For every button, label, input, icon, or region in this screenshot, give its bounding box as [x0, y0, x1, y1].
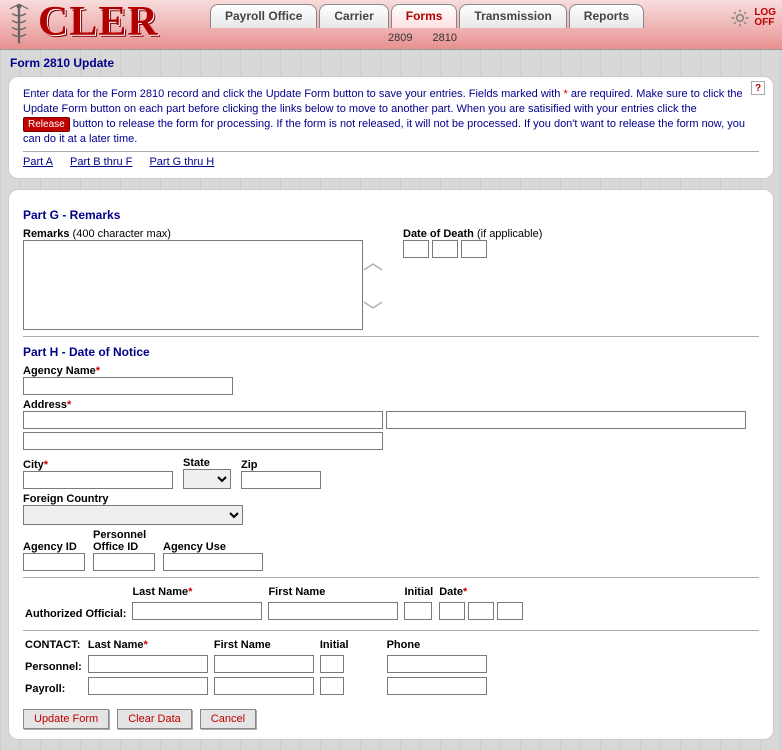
caduceus-icon [4, 2, 34, 48]
dod-hint: (if applicable) [477, 228, 542, 240]
agency-id-input[interactable] [23, 553, 85, 571]
city-label: City [23, 459, 44, 471]
state-select[interactable] [183, 469, 231, 489]
payroll-initial-input[interactable] [320, 677, 344, 695]
dod-inputs [403, 240, 542, 258]
agency-name-label: Agency Name [23, 365, 96, 377]
ao-lastname-label: Last Name [132, 586, 188, 598]
city-input[interactable] [23, 471, 173, 489]
foreign-country-label: Foreign Country [23, 493, 759, 505]
contact-firstname-label: First Name [214, 639, 318, 653]
form-panel: Part G - Remarks Remarks (400 character … [8, 189, 774, 740]
remarks-label: Remarks (400 character max) [23, 228, 383, 240]
contact-lastname-label: Last Name [88, 639, 144, 651]
agency-use-input[interactable] [163, 553, 263, 571]
remarks-hint: (400 character max) [73, 228, 171, 240]
contact-label: CONTACT: [25, 639, 86, 653]
address-line3[interactable] [23, 432, 383, 450]
authorized-official-label: Authorized Official: [25, 602, 130, 622]
header-bar: CLER Payroll Office Carrier Forms Transm… [0, 0, 782, 50]
part-links: Part A Part B thru F Part G thru H [23, 151, 759, 168]
separator-3 [23, 630, 759, 631]
subtab-2809[interactable]: 2809 [388, 32, 412, 44]
dod-dd[interactable] [432, 240, 458, 258]
ao-initial-input[interactable] [404, 602, 432, 620]
personnel-office-id-label: Personnel Office ID [93, 529, 155, 553]
contact-table: CONTACT: Last Name* First Name Initial P… [23, 637, 493, 699]
page-title: Form 2810 Update [0, 50, 782, 72]
contact-initial-label: Initial [320, 639, 353, 653]
payroll-firstname-input[interactable] [214, 677, 314, 695]
instr-pre: Enter data for the Form 2810 record and … [23, 88, 563, 100]
ao-date-dd[interactable] [468, 602, 494, 620]
payroll-row-label: Payroll: [25, 677, 86, 697]
ao-initial-label: Initial [404, 586, 437, 600]
personnel-lastname-input[interactable] [88, 655, 208, 673]
instructions-panel: ? Enter data for the Form 2810 record an… [8, 76, 774, 179]
link-part-a[interactable]: Part A [23, 156, 53, 168]
agency-id-label: Agency ID [23, 541, 85, 553]
instr-post: button to release the form for processin… [23, 118, 745, 146]
authorized-official-row: Last Name* First Name Initial Date* Auth… [23, 584, 529, 624]
personnel-initial-input[interactable] [320, 655, 344, 673]
ao-date-yy[interactable] [497, 602, 523, 620]
personnel-row-label: Personnel: [25, 655, 86, 675]
personnel-office-id-input[interactable] [93, 553, 155, 571]
remarks-scroll: ︿ ﹀ [363, 240, 383, 330]
contact-phone-label: Phone [387, 639, 491, 653]
personnel-phone-input[interactable] [387, 655, 487, 673]
foreign-country-select[interactable] [23, 505, 243, 525]
ao-firstname-label: First Name [268, 586, 402, 600]
agency-use-label: Agency Use [163, 541, 263, 553]
ao-firstname-input[interactable] [268, 602, 398, 620]
tab-payroll-office[interactable]: Payroll Office [210, 4, 317, 28]
dod-label-text: Date of Death [403, 228, 477, 240]
scroll-down-icon[interactable]: ﹀ [363, 295, 383, 324]
payroll-lastname-input[interactable] [88, 677, 208, 695]
zip-label: Zip [241, 459, 321, 471]
remarks-textarea[interactable] [23, 240, 363, 330]
clear-data-button[interactable]: Clear Data [117, 709, 192, 729]
tab-transmission[interactable]: Transmission [459, 4, 566, 28]
separator-2 [23, 577, 759, 578]
scroll-up-icon[interactable]: ︿ [363, 246, 383, 275]
help-icon[interactable]: ? [751, 81, 765, 95]
dod-label: Date of Death (if applicable) [403, 228, 542, 240]
tab-carrier[interactable]: Carrier [319, 4, 388, 28]
release-inline-button[interactable]: Release [23, 117, 70, 133]
zip-input[interactable] [241, 471, 321, 489]
ao-date-label: Date [439, 586, 463, 598]
ao-lastname-input[interactable] [132, 602, 262, 620]
link-part-b-f[interactable]: Part B thru F [70, 156, 132, 168]
remarks-label-text: Remarks [23, 228, 73, 240]
update-form-button[interactable]: Update Form [23, 709, 109, 729]
link-part-g-h[interactable]: Part G thru H [149, 156, 214, 168]
ao-date-mm[interactable] [439, 602, 465, 620]
dod-yy[interactable] [461, 240, 487, 258]
logoff-button[interactable]: LOG OFF [730, 8, 776, 28]
state-label: State [183, 457, 231, 469]
tab-forms[interactable]: Forms [391, 4, 458, 28]
form-buttons: Update Form Clear Data Cancel [23, 709, 759, 729]
part-g-heading: Part G - Remarks [23, 208, 759, 222]
agency-name-input[interactable] [23, 377, 233, 395]
gear-icon [730, 8, 750, 28]
app-logo: CLER [38, 0, 159, 46]
personnel-firstname-input[interactable] [214, 655, 314, 673]
address-line2[interactable] [386, 411, 746, 429]
separator [23, 336, 759, 337]
tab-reports[interactable]: Reports [569, 4, 644, 28]
address-line1[interactable] [23, 411, 383, 429]
part-h-heading: Part H - Date of Notice [23, 345, 759, 359]
forms-subtabs: 2809 2810 [388, 32, 457, 44]
instructions-text: Enter data for the Form 2810 record and … [23, 87, 759, 147]
dod-mm[interactable] [403, 240, 429, 258]
main-tabs: Payroll Office Carrier Forms Transmissio… [210, 4, 644, 28]
logoff-text-2: OFF [754, 18, 776, 28]
subtab-2810[interactable]: 2810 [432, 32, 456, 44]
payroll-phone-input[interactable] [387, 677, 487, 695]
cancel-button[interactable]: Cancel [200, 709, 256, 729]
address-label: Address [23, 399, 67, 411]
